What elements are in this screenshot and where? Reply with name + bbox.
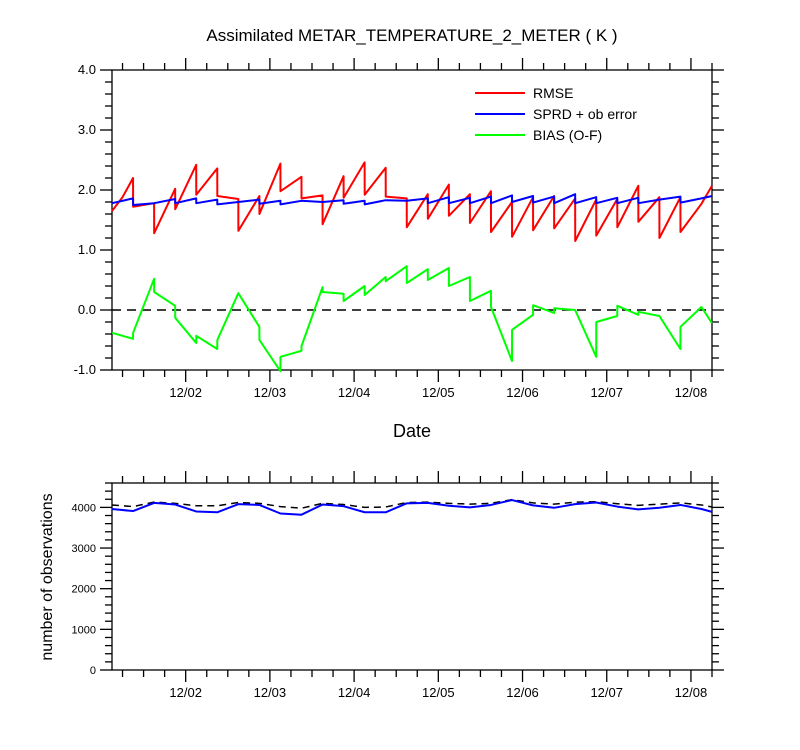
x-tick-label-12-02: 12/02 xyxy=(169,385,202,400)
x-tick-label-12-04: 12/04 xyxy=(338,385,371,400)
plot-frame xyxy=(111,69,713,371)
y-tick-label: 0.0 xyxy=(78,302,96,317)
y-axis-title-observations: number of observations xyxy=(39,493,56,660)
plot-frame xyxy=(111,482,713,671)
x-tick-label-12-06: 12/06 xyxy=(506,385,539,400)
bottom-plot-panel: 12/02 12/03 12/04 12/05 12/06 12/07 12/08 0 1000… xyxy=(72,471,724,700)
y-tick-label: -1.0 xyxy=(74,362,96,377)
series-line-rmse xyxy=(111,161,713,242)
series-line-dashed xyxy=(111,498,713,509)
y-tick-label: 0 xyxy=(90,665,96,677)
x-tick-label-12-03: 12/03 xyxy=(254,385,287,400)
x-tick-label-12-06: 12/06 xyxy=(506,685,539,700)
x-tick-label-12-08: 12/08 xyxy=(675,685,708,700)
y-tick-label: 3000 xyxy=(72,543,96,555)
x-tick-label-12-05: 12/05 xyxy=(422,385,455,400)
y-tick-label: 1.0 xyxy=(78,242,96,257)
x-axis-title: Date xyxy=(393,421,431,441)
legend-label-bias-o-f: BIAS (O-F) xyxy=(533,127,602,143)
legend-label-sprd-ob-error: SPRD + ob error xyxy=(533,106,637,122)
legend-label-rmse: RMSE xyxy=(533,85,573,101)
series-line-solid xyxy=(111,499,713,516)
x-tick-label-12-08: 12/08 xyxy=(675,385,708,400)
series-line-bias-o-f xyxy=(111,265,713,373)
x-tick-label-12-07: 12/07 xyxy=(590,385,623,400)
y-tick-label: 4000 xyxy=(72,502,96,514)
y-tick-label: 2000 xyxy=(72,584,96,596)
y-tick-label: 2.0 xyxy=(78,182,96,197)
x-tick-label-12-02: 12/02 xyxy=(169,685,202,700)
x-tick-label-12-04: 12/04 xyxy=(338,685,371,700)
x-tick-label-12-05: 12/05 xyxy=(422,685,455,700)
y-tick-label: 3.0 xyxy=(78,122,96,137)
x-tick-label-12-03: 12/03 xyxy=(254,685,287,700)
y-tick-label: 4.0 xyxy=(78,62,96,77)
top-plot-panel: 12/02 12/03 12/04 12/05 12/06 12/07 12/08 -1.0 0… xyxy=(74,58,724,400)
chart-title: Assimilated METAR_TEMPERATURE_2_METER ( … xyxy=(206,26,617,45)
y-tick-label: 1000 xyxy=(72,624,96,636)
series-line-sprd-ob-error xyxy=(111,193,713,206)
x-tick-label-12-07: 12/07 xyxy=(590,685,623,700)
